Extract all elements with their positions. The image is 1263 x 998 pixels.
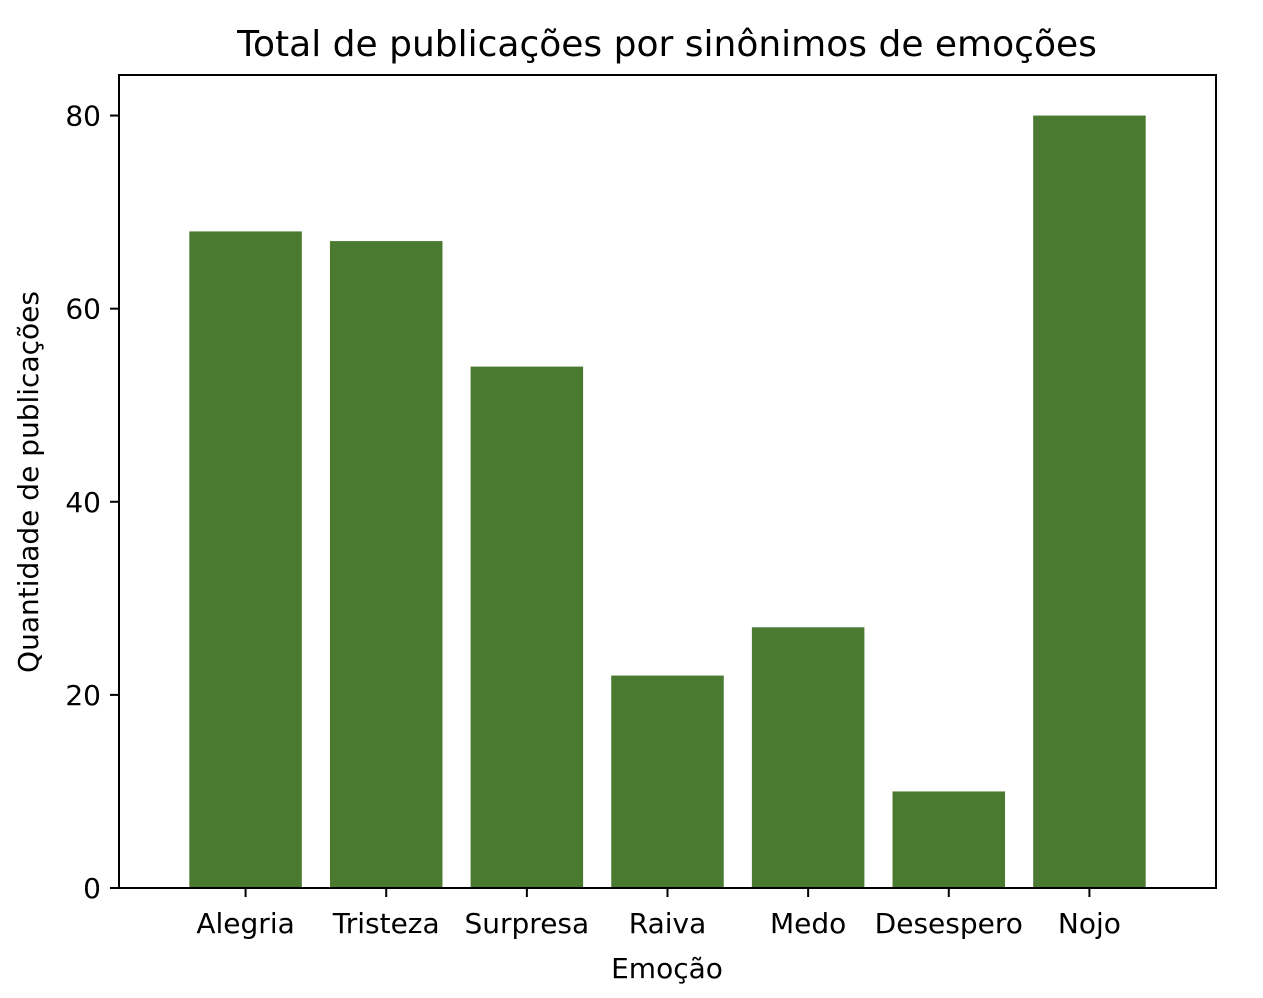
bars-group [189, 115, 1146, 889]
x-axis-label: Emoção [611, 952, 723, 985]
x-axis-ticks: Alegria Tristeza Surpresa Raiva Medo Desesper… [196, 888, 1121, 940]
x-tick-label: Tristeza [332, 907, 440, 940]
chart-title: Total de publicações por sinônimos de em… [236, 24, 1097, 65]
x-tick-label: Alegria [196, 907, 294, 940]
x-tick-label: Surpresa [465, 907, 590, 940]
y-axis-label: Quantidade de publicações [12, 291, 45, 673]
x-tick-label: Raiva [629, 907, 707, 940]
y-tick-label: 20 [65, 679, 101, 712]
y-tick-label: 40 [65, 486, 101, 519]
y-tick-label: 0 [83, 872, 101, 905]
y-tick-label: 60 [65, 293, 101, 326]
x-tick-label: Nojo [1058, 907, 1121, 940]
bar-tristeza [329, 241, 443, 889]
bar-medo [751, 627, 865, 888]
bar-raiva [611, 675, 724, 888]
bar-surpresa [470, 366, 584, 888]
x-tick-label: Medo [770, 907, 846, 940]
plot-frame [118, 74, 1217, 889]
bar-nojo [1033, 115, 1146, 888]
x-tick-label: Desespero [875, 907, 1023, 940]
bar-alegria [189, 231, 302, 889]
y-axis-ticks: 0 20 40 60 80 [65, 100, 119, 905]
bar-desespero [892, 791, 1006, 888]
y-tick-label: 80 [65, 100, 101, 133]
